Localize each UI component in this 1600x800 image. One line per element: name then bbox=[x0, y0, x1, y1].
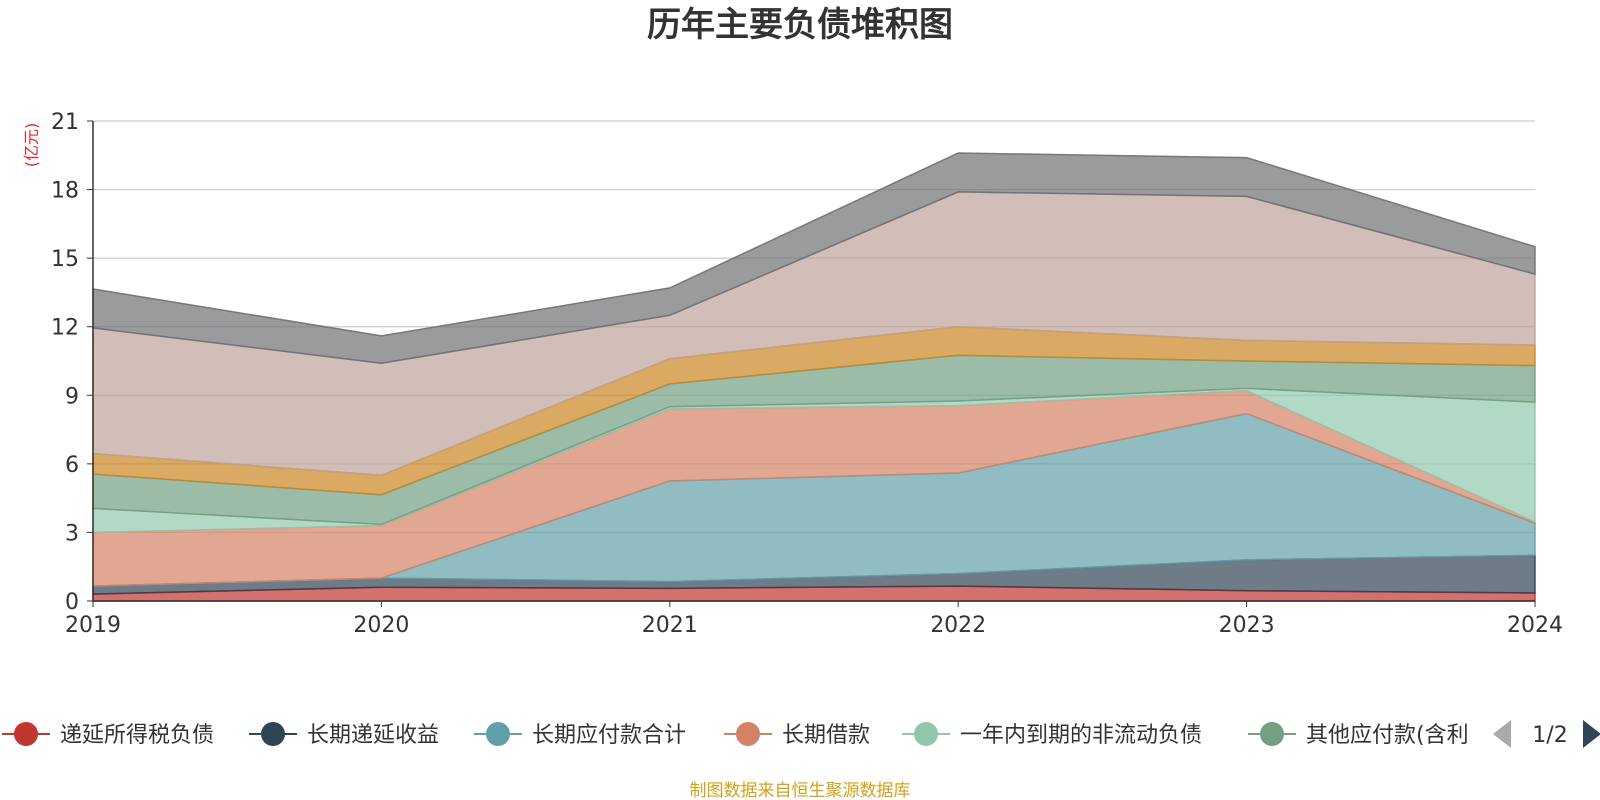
legend-item[interactable]: 其他应付款(含利 bbox=[1248, 722, 1469, 748]
legend-item[interactable]: 递延所得税负债 bbox=[2, 722, 214, 748]
legend-label: 递延所得税负债 bbox=[60, 723, 214, 748]
x-tick-label: 2019 bbox=[65, 613, 121, 638]
x-tick-label: 2022 bbox=[930, 613, 986, 638]
legend-label: 长期递延收益 bbox=[307, 723, 439, 748]
area-series bbox=[92, 152, 1536, 602]
x-tick-label: 2024 bbox=[1507, 613, 1563, 638]
y-tick-label: 18 bbox=[51, 179, 79, 204]
legend-marker-icon bbox=[486, 722, 510, 746]
x-tick-label: 2023 bbox=[1219, 613, 1275, 638]
legend-marker-icon bbox=[261, 722, 285, 746]
legend-marker-icon bbox=[14, 722, 38, 746]
legend-marker-icon bbox=[1260, 722, 1284, 746]
y-tick-label: 0 bbox=[65, 590, 79, 615]
legend-page-indicator: 1/2 bbox=[1532, 723, 1567, 748]
legend-label: 长期应付款合计 bbox=[532, 723, 686, 748]
legend-label: 长期借款 bbox=[782, 723, 870, 748]
legend-item[interactable]: 长期递延收益 bbox=[249, 722, 439, 748]
y-tick-label: 12 bbox=[51, 316, 79, 341]
legend-item[interactable]: 长期应付款合计 bbox=[474, 722, 686, 748]
y-axis-unit-label: (亿元) bbox=[22, 123, 41, 168]
legend-prev-page-icon[interactable] bbox=[1493, 720, 1511, 748]
x-tick-label: 2021 bbox=[642, 613, 698, 638]
axes: 0 3 6 9 12 15 18 21 2019 2020 2021 2022 2023 2024 bbox=[51, 110, 1563, 638]
legend-label: 一年内到期的非流动负债 bbox=[960, 723, 1202, 748]
legend-marker-icon bbox=[736, 722, 760, 746]
legend: 递延所得税负债 长期递延收益 长期应付款合计 长期借款 一年内到期的非流动负债 其他应付款… bbox=[2, 720, 1600, 748]
x-tick-label: 2020 bbox=[353, 613, 409, 638]
legend-label: 其他应付款(含利 bbox=[1306, 723, 1469, 748]
y-tick-label: 9 bbox=[65, 384, 79, 409]
legend-marker-icon bbox=[914, 722, 938, 746]
area-series-8[interactable] bbox=[92, 152, 1536, 365]
legend-item[interactable]: 一年内到期的非流动负债 bbox=[902, 722, 1202, 748]
chart-title: 历年主要负债堆积图 bbox=[647, 5, 953, 45]
legend-item[interactable]: 长期借款 bbox=[724, 722, 870, 748]
y-tick-label: 6 bbox=[65, 453, 79, 478]
y-tick-label: 3 bbox=[65, 521, 79, 546]
y-tick-label: 15 bbox=[51, 247, 79, 272]
legend-next-page-icon[interactable] bbox=[1583, 720, 1600, 748]
y-tick-label: 21 bbox=[51, 110, 79, 135]
data-source-note: 制图数据来自恒生聚源数据库 bbox=[690, 781, 911, 800]
